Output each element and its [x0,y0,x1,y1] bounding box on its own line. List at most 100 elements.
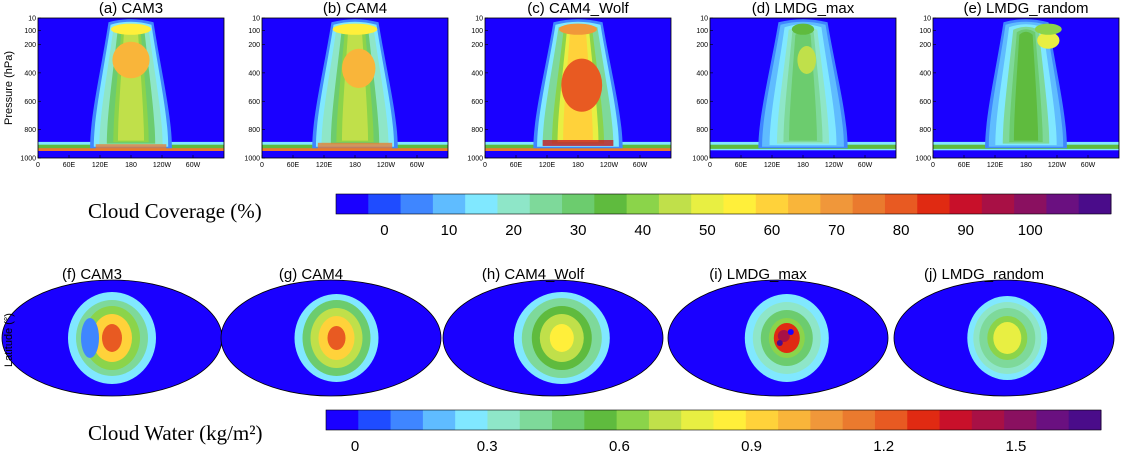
y-tick-label: 600 [696,99,708,106]
panel-title: (f) CAM3 [62,266,122,283]
x-tick-label: 60W [410,162,425,169]
contour-core [341,48,376,88]
colorbar-swatch [616,410,650,430]
colorbar-swatch [788,194,821,214]
contour-core [561,58,603,112]
colorbar-swatch [465,194,498,214]
contour-cap [1034,23,1062,35]
colorbar-swatch [778,410,811,430]
colorbar-tick-label: 0.9 [741,438,762,454]
contour-hotspot [777,330,790,342]
y-tick-label: 200 [24,42,36,49]
y-tick-label: 800 [696,127,708,134]
colorbar-frame [335,193,1112,215]
colorbar-title: Cloud Water (kg/m²) [88,421,263,445]
colorbar-swatch [1068,410,1102,430]
colorbar-tick-label: 70 [828,222,845,239]
map-panel-j: (j) LMDG_random [893,266,1115,397]
section-field [710,19,896,151]
colorbar-swatch [519,410,553,430]
map-frame [442,279,664,397]
y-tick-label: 1000 [467,156,483,163]
y-tick-label: 600 [471,99,483,106]
x-tick-label: 60W [1081,162,1096,169]
y-tick-label: 800 [919,127,931,134]
y-tick-label: 1000 [692,156,708,163]
map-frame [893,279,1115,397]
colorbar-swatch [648,410,682,430]
y-tick-label: 800 [471,127,483,134]
colorbar-swatch [874,410,908,430]
colorbar-swatch [400,194,434,214]
colorbar-frame [325,409,1102,431]
y-axis-label: Latitude (°) [3,313,15,367]
y-tick-label: 400 [696,70,708,77]
colorbar-tick-label: 40 [634,222,651,239]
colorbar-swatch [552,410,585,430]
x-tick-label: 60W [186,162,201,169]
x-tick-label: 60E [510,162,523,169]
colorbar-swatch [1046,194,1080,214]
panel-title: (j) LMDG_random [924,266,1044,283]
y-tick-label: 200 [919,42,931,49]
y-tick-label: 1000 [20,156,36,163]
x-tick-label: 60E [63,162,76,169]
x-tick-label: 60E [958,162,971,169]
y-tick-label: 1000 [244,156,260,163]
contour-hotspot [787,329,794,335]
map-panel-h: (h) CAM4_Wolf [442,266,664,397]
map-frame [667,279,889,397]
map-field [294,294,379,382]
y-tick-label: 400 [248,70,260,77]
colorbar-swatch [949,194,983,214]
x-tick-label: 60E [287,162,300,169]
colorbar-swatch [723,194,757,214]
panel-title: (g) CAM4 [279,266,343,283]
contour-level [1013,31,1039,141]
surface-band [262,148,448,151]
colorbar-swatch [658,194,692,214]
colorbar-tick-label: 0.6 [609,438,630,454]
y-tick-label: 600 [919,99,931,106]
x-tick-label: 60W [633,162,648,169]
colorbar-swatch [358,410,392,430]
map-field [513,292,610,384]
section-field [262,19,448,151]
y-tick-label: 10 [28,16,36,23]
y-tick-label: 10 [252,16,260,23]
colorbar-swatch [390,410,424,430]
map-frame [220,279,442,397]
x-tick-label: 120E [764,162,781,169]
water-colorbar: Cloud Water (kg/m²) 0 0.3 0.6 0.9 1.2 1.5 [88,409,1102,454]
y-tick-label: 400 [24,70,36,77]
y-tick-label: 10 [923,16,931,23]
x-tick-label: 120E [539,162,556,169]
panel-title: (a) CAM3 [99,0,163,17]
colorbar-swatch [971,410,1005,430]
colorbar-swatch [497,194,531,214]
x-tick-label: 180 [349,162,361,169]
colorbar-swatch [1014,194,1047,214]
x-tick-label: 0 [931,162,935,169]
colorbar-tick-label: 20 [505,222,522,239]
contour-level [993,322,1022,354]
colorbar-tick-label: 1.2 [873,438,894,454]
colorbar-swatch [1036,410,1070,430]
x-tick-label: 0 [36,162,40,169]
y-tick-label: 1000 [915,156,931,163]
contour-cap [332,23,378,35]
colorbar-tick-label: 0 [380,222,388,239]
colorbar-swatch [691,194,724,214]
x-tick-label: 120E [987,162,1004,169]
y-tick-label: 100 [696,28,708,35]
colorbar-swatch [368,194,402,214]
contour-level [327,326,346,350]
x-tick-label: 120W [153,162,172,169]
contour-level [549,324,574,352]
map-panel-g: (g) CAM4 [220,266,442,397]
y-tick-label: 400 [919,70,931,77]
colorbar-title: Cloud Coverage (%) [88,199,262,223]
colorbar-swatch [810,410,844,430]
